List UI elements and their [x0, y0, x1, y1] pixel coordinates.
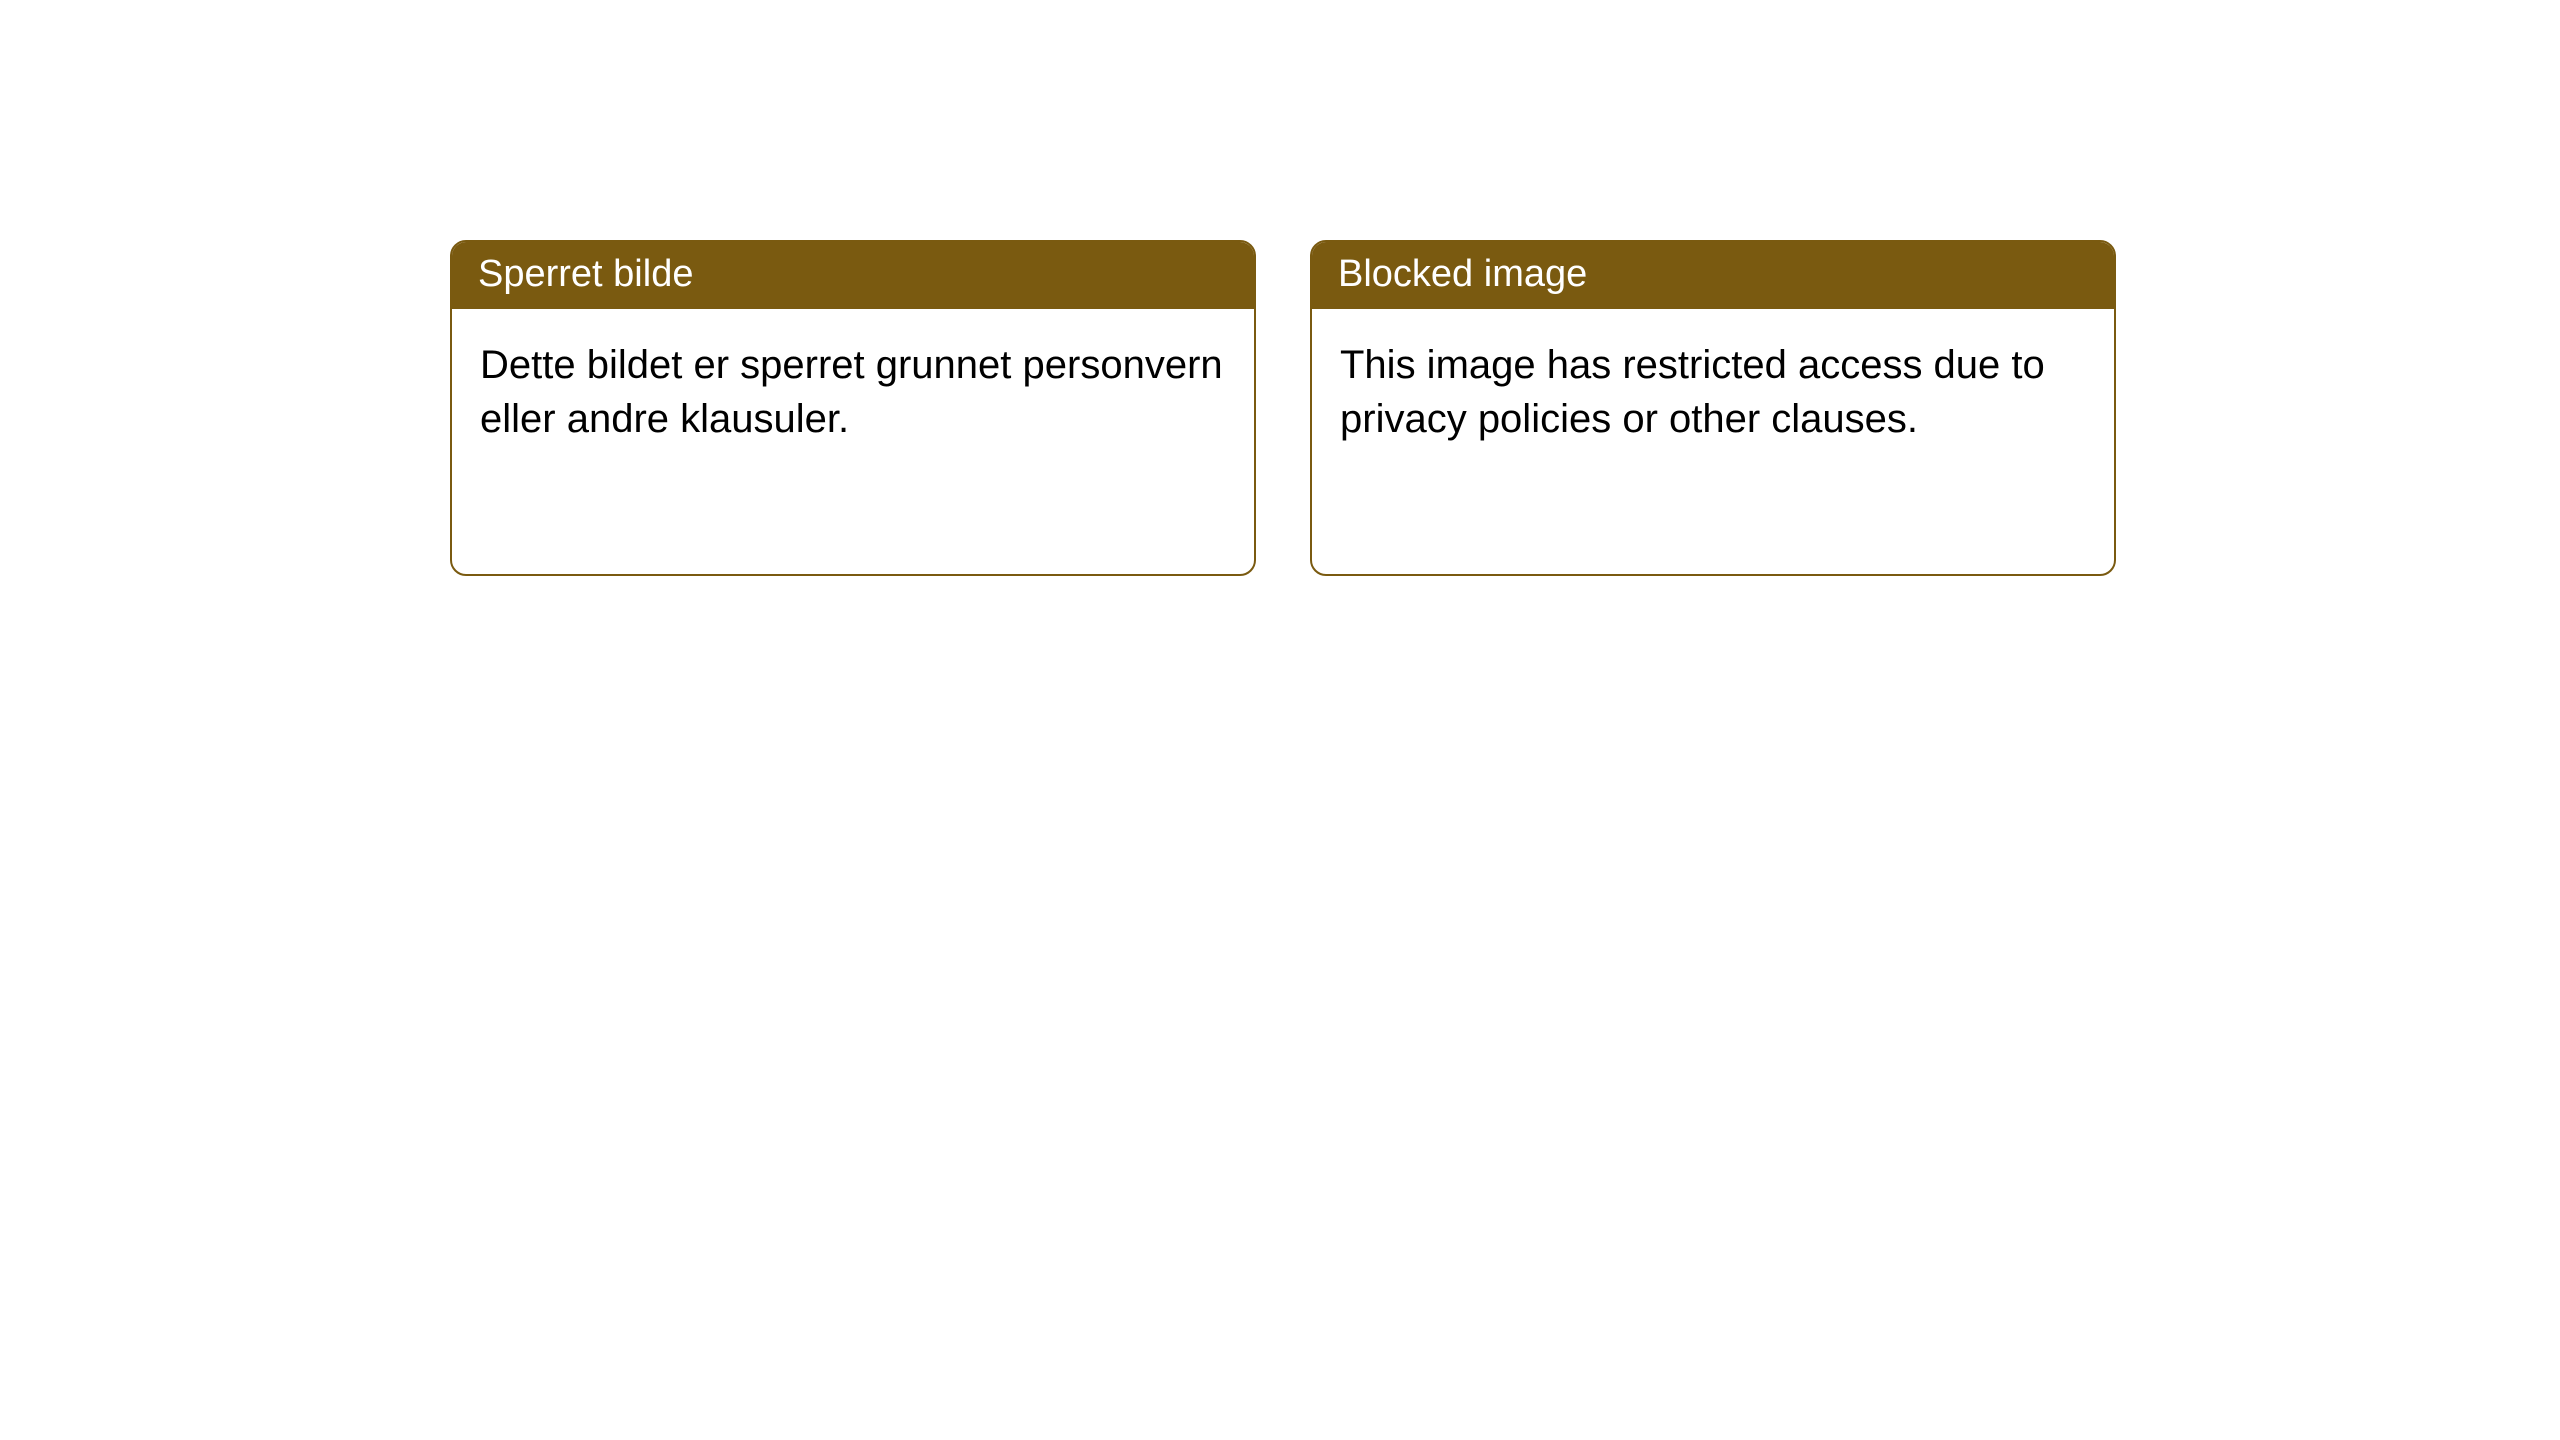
- notice-card-norwegian: Sperret bilde Dette bildet er sperret gr…: [450, 240, 1256, 576]
- notice-cards-row: Sperret bilde Dette bildet er sperret gr…: [0, 0, 2560, 576]
- notice-card-english: Blocked image This image has restricted …: [1310, 240, 2116, 576]
- notice-card-title: Blocked image: [1312, 242, 2114, 309]
- notice-card-body: Dette bildet er sperret grunnet personve…: [452, 309, 1254, 475]
- notice-card-body: This image has restricted access due to …: [1312, 309, 2114, 475]
- notice-card-title: Sperret bilde: [452, 242, 1254, 309]
